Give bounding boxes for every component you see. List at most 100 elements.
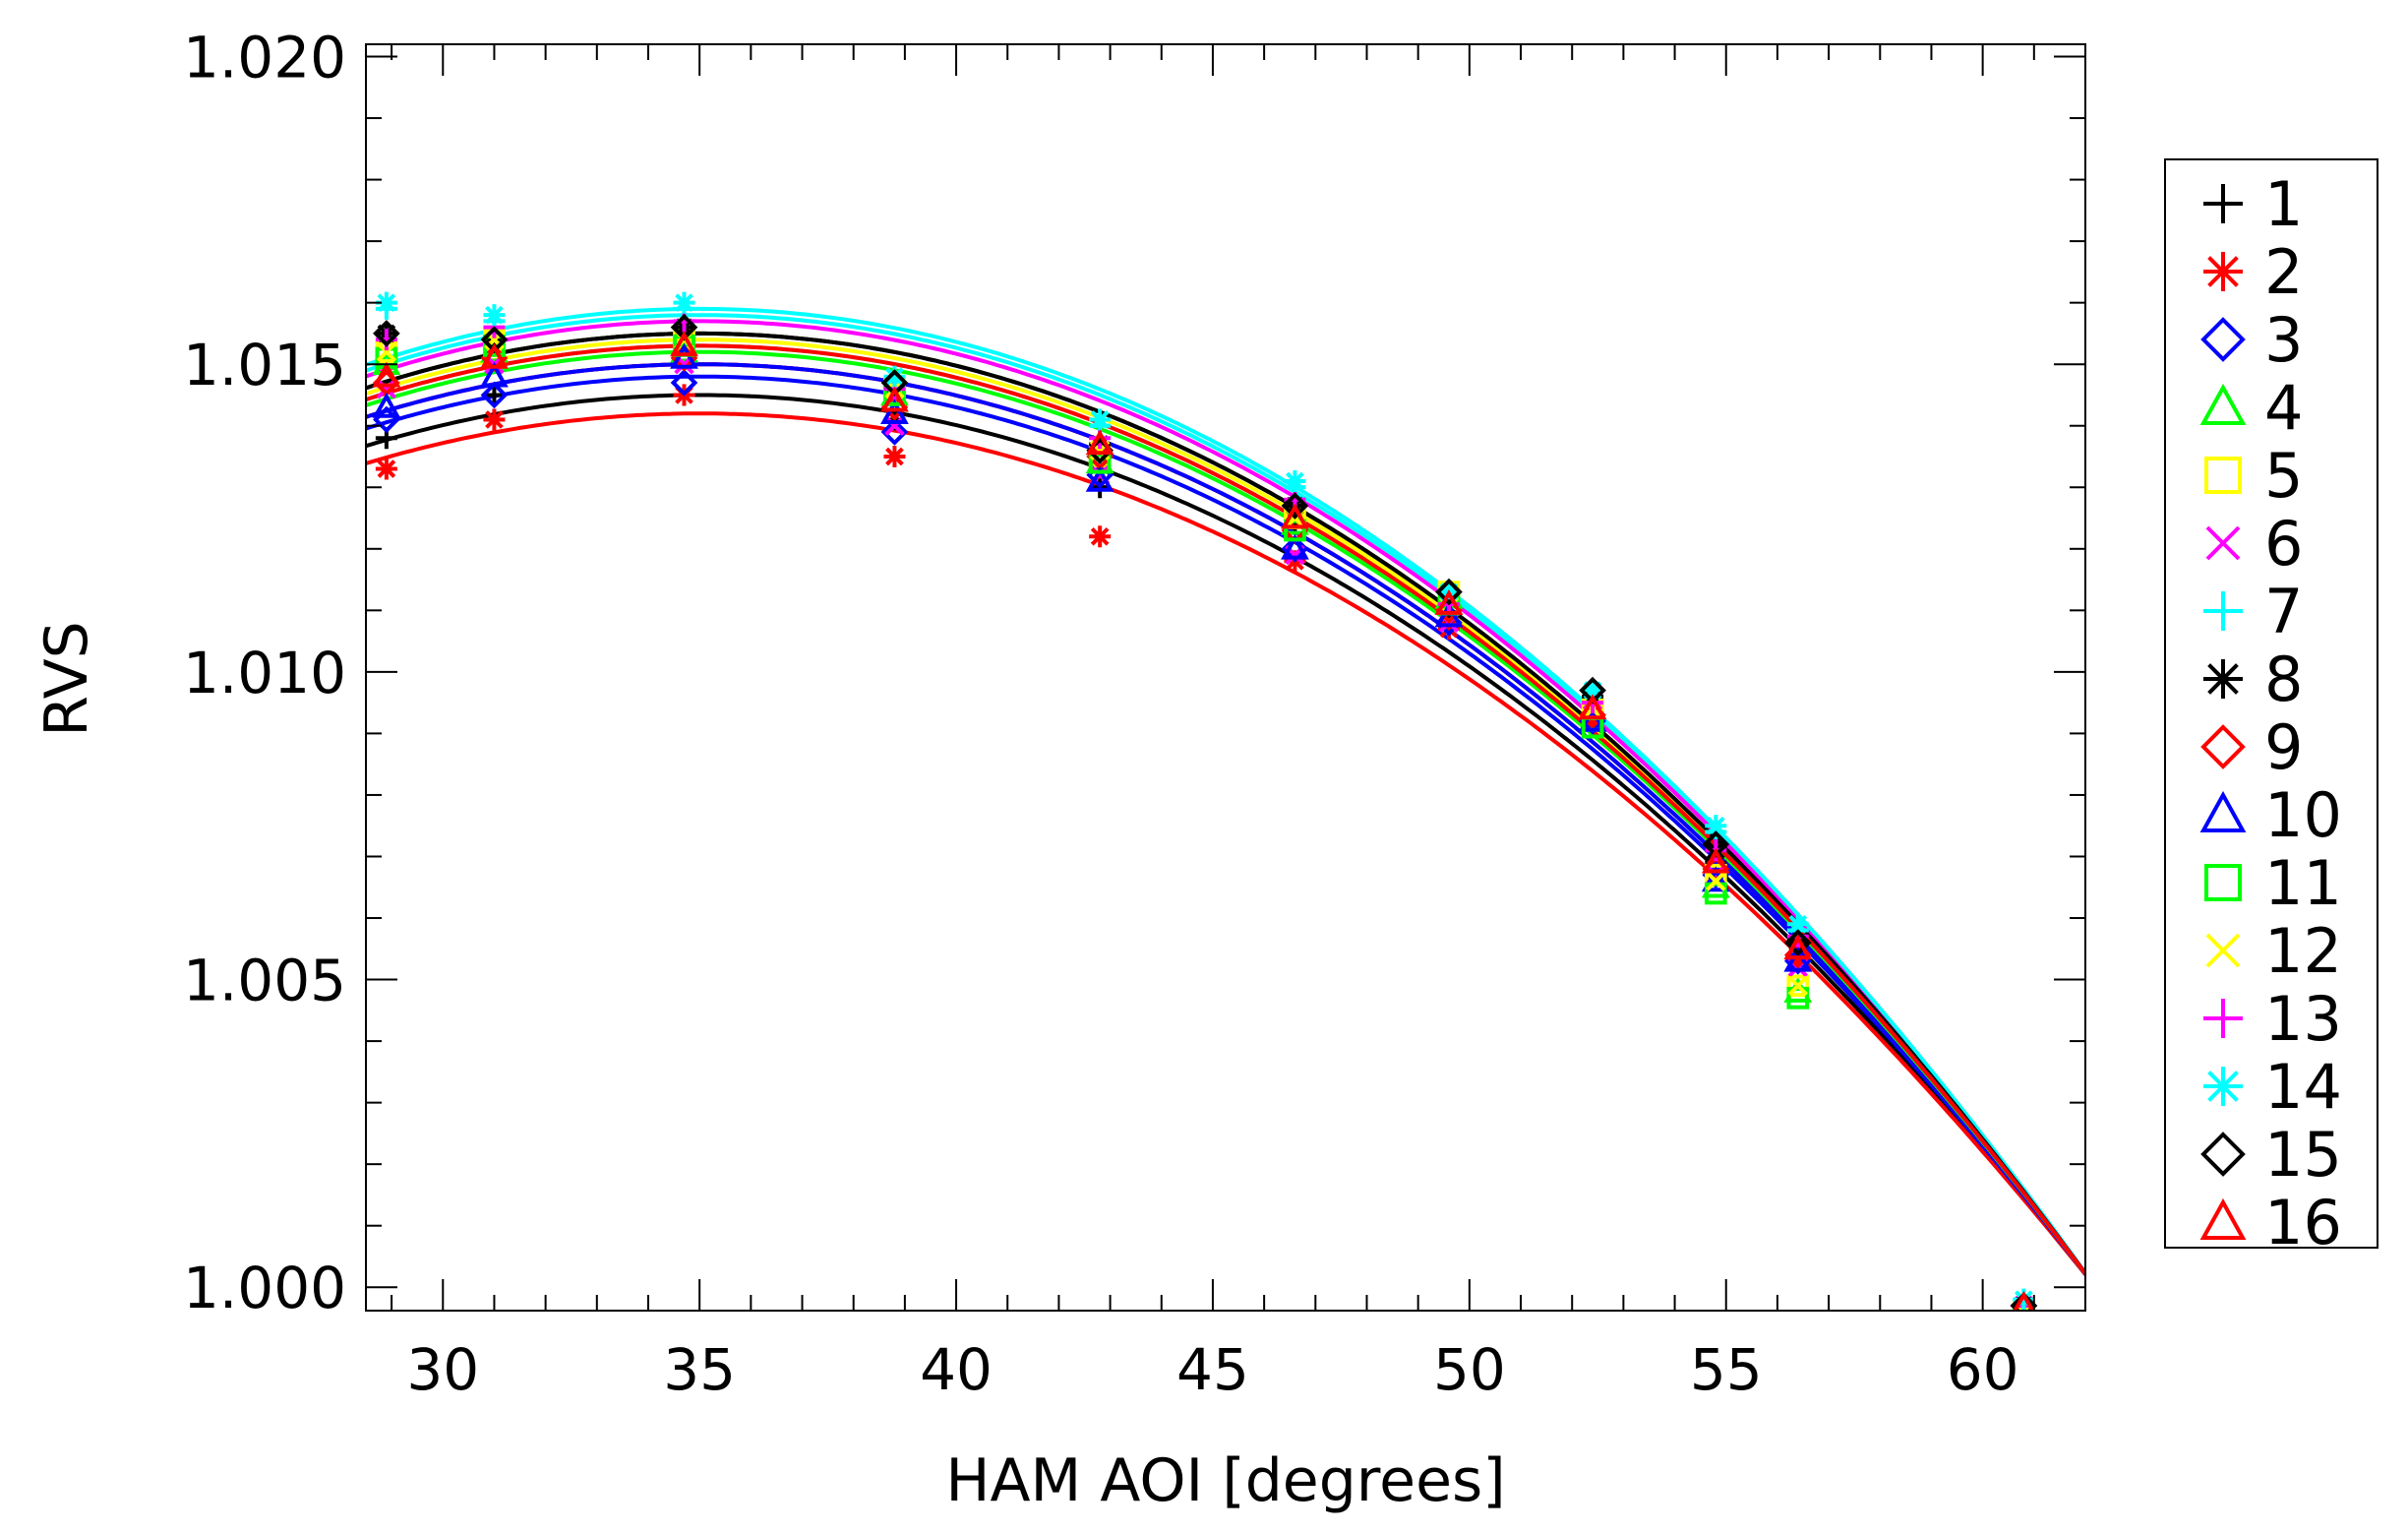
- fit-curves: [366, 306, 2085, 1278]
- legend-label: 7: [2264, 576, 2303, 647]
- point-series-11: [1704, 882, 1727, 905]
- point-series-2: [883, 445, 906, 467]
- x-tick-label: 50: [1433, 1336, 1506, 1403]
- legend-marker-16: [2199, 1197, 2247, 1240]
- legend-label: 3: [2264, 304, 2303, 376]
- point-series-3: [670, 369, 698, 397]
- legend-marker-2: [2203, 252, 2243, 291]
- point-series-16: [2013, 1290, 2035, 1311]
- point-series-16: [1578, 694, 1607, 720]
- point-series-12: [376, 341, 397, 362]
- legend-label: 4: [2264, 372, 2303, 444]
- point-series-10: [1281, 533, 1309, 560]
- legend-marker-7: [2203, 591, 2243, 631]
- point-series-16: [1701, 847, 1730, 874]
- point-series-14: [483, 304, 506, 327]
- legend-marker-5: [2204, 457, 2242, 494]
- point-series-6: [884, 415, 905, 436]
- legend-label: 10: [2264, 779, 2342, 851]
- axis-tick-labels: 30 35 40 45 50 55 60 1.000 1.005 1.010 1.015 1.020: [183, 25, 2019, 1403]
- y-tick-label: 1.005: [183, 948, 346, 1014]
- legend-marker-1: [2203, 184, 2243, 223]
- point-series-16: [670, 331, 698, 357]
- point-series-2: [1089, 525, 1112, 548]
- point-series-3: [880, 418, 909, 446]
- legend-label: 9: [2264, 711, 2303, 783]
- legend-marker-13: [2203, 999, 2243, 1038]
- fit-curve-1: [366, 393, 2085, 1278]
- legend-marker-11: [2204, 864, 2242, 901]
- fit-curve-15: [366, 331, 2085, 1277]
- point-series-11: [1786, 986, 1810, 1010]
- fit-curve-11: [366, 349, 2085, 1277]
- legend-marker-10: [2199, 790, 2247, 832]
- point-series-14: [673, 291, 695, 314]
- fit-curve-3: [366, 374, 2085, 1277]
- point-series-15: [1435, 578, 1463, 606]
- point-series-10: [1085, 465, 1114, 492]
- legend-label: 8: [2264, 644, 2303, 715]
- legend-label: 13: [2264, 983, 2342, 1055]
- point-series-10: [1701, 866, 1730, 892]
- fit-curve-2: [366, 411, 2085, 1278]
- legend-label: 14: [2264, 1051, 2342, 1123]
- x-tick-label: 40: [920, 1336, 993, 1403]
- point-series-10: [670, 342, 698, 369]
- point-series-15: [373, 320, 400, 347]
- legend-marker-14: [2203, 1067, 2243, 1106]
- legend-box: [2164, 158, 2378, 1249]
- legend-label: 16: [2264, 1187, 2342, 1258]
- x-tick-label: 55: [1690, 1336, 1763, 1403]
- point-series-15: [1783, 929, 1812, 956]
- y-tick-label: 1.020: [183, 25, 346, 92]
- point-series-16: [1085, 429, 1114, 456]
- fit-curve-6: [366, 362, 2085, 1277]
- fit-curve-13: [366, 319, 2085, 1277]
- legend-label: 15: [2264, 1119, 2342, 1191]
- point-series-10: [1434, 601, 1464, 628]
- point-series-6: [376, 378, 397, 399]
- legend-marker-3: [2200, 317, 2246, 362]
- fit-curve-9: [366, 362, 2085, 1277]
- point-series-5: [1786, 974, 1810, 998]
- y-axis-label: RVS: [32, 621, 101, 737]
- axis-ticks: [366, 44, 2085, 1311]
- point-series-3: [480, 381, 509, 409]
- point-series-16: [1783, 934, 1813, 960]
- fit-curve-14: [366, 306, 2085, 1277]
- point-series-16: [880, 386, 909, 412]
- point-series-1: [483, 384, 506, 406]
- x-axis-label: HAM AOI [degrees]: [945, 1446, 1505, 1515]
- point-series-15: [1281, 492, 1309, 520]
- y-tick-label: 1.010: [183, 640, 346, 706]
- point-series-12: [1787, 975, 1809, 997]
- point-series-11: [1284, 519, 1306, 542]
- point-series-14: [1089, 408, 1112, 431]
- point-series-16: [1434, 588, 1464, 615]
- fit-curve-16: [366, 343, 2085, 1277]
- y-tick-label: 1.015: [183, 332, 346, 399]
- data-points: [372, 291, 2038, 1311]
- point-series-14: [1284, 470, 1306, 493]
- point-series-10: [1783, 946, 1813, 972]
- point-series-10: [372, 392, 401, 418]
- legend-marker-9: [2200, 724, 2246, 769]
- legend-marker-12: [2205, 933, 2241, 968]
- legend-label: 1: [2264, 168, 2303, 240]
- point-series-16: [372, 361, 401, 388]
- legend-label: 11: [2264, 847, 2342, 919]
- legend-marker-15: [2200, 1132, 2246, 1177]
- x-tick-label: 60: [1947, 1336, 2019, 1403]
- point-series-2: [375, 458, 397, 480]
- legend-marker-6: [2205, 525, 2241, 561]
- point-series-16: [1281, 503, 1309, 529]
- point-series-2: [483, 408, 506, 431]
- point-series-14: [1786, 913, 1809, 936]
- legend-marker-8: [2203, 659, 2243, 699]
- point-series-15: [2010, 1292, 2038, 1311]
- legend-label: 12: [2264, 915, 2342, 987]
- legend-label: 2: [2264, 236, 2303, 308]
- legend-label: 5: [2264, 440, 2303, 512]
